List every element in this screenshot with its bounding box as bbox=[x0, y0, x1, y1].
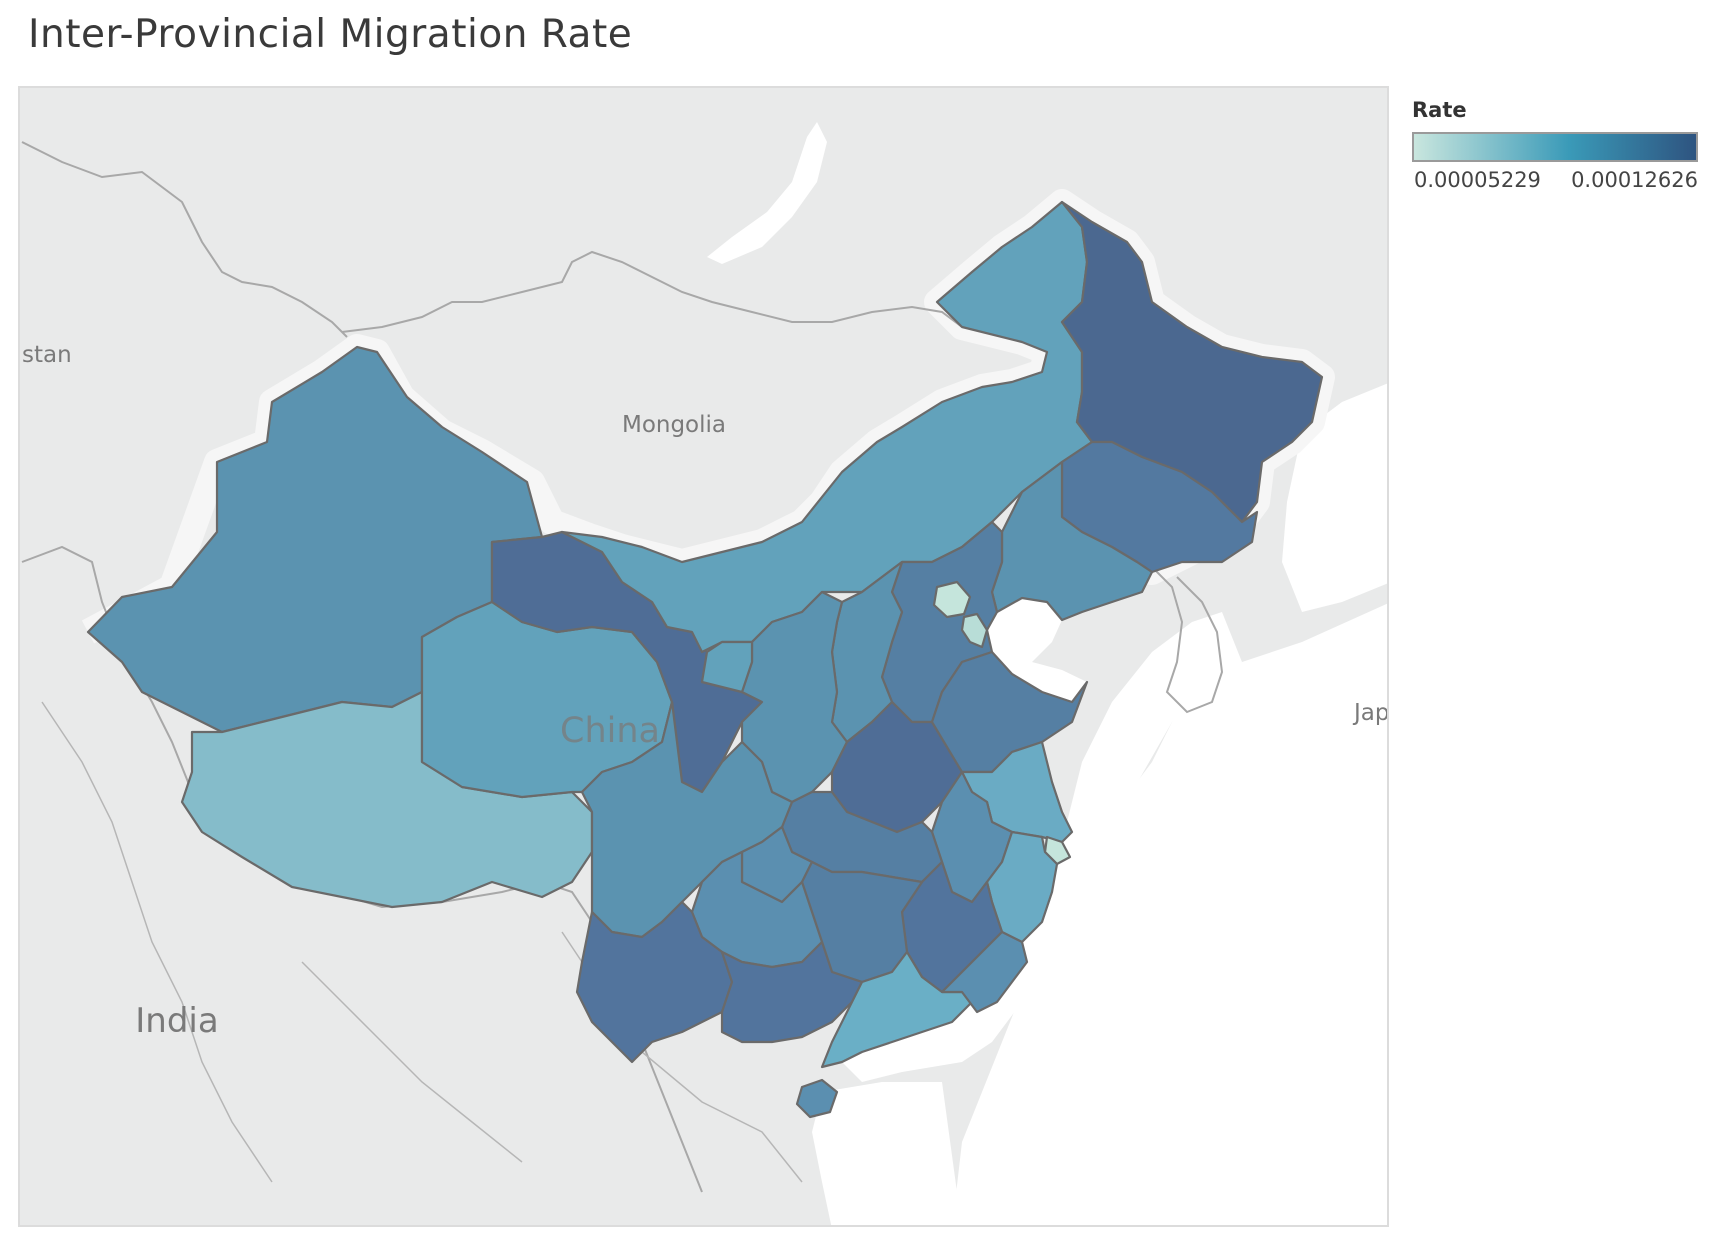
mongolia-border bbox=[341, 250, 963, 333]
color-legend: Rate 0.00005229 0.00012626 bbox=[1412, 98, 1712, 196]
legend-labels: 0.00005229 0.00012626 bbox=[1412, 166, 1712, 196]
chart-title: Inter-Provincial Migration Rate bbox=[28, 12, 633, 57]
sea-south-china bbox=[812, 1082, 962, 1225]
province-beijing[interactable]: Beijing bbox=[932, 580, 972, 619]
label-mongolia: Mongolia bbox=[622, 412, 726, 438]
map-view[interactable]: Xinjiang Tibet Qinghai Gansu Inner Mongo… bbox=[18, 86, 1389, 1227]
label-china: China bbox=[560, 711, 660, 751]
map-canvas[interactable]: Xinjiang Tibet Qinghai Gansu Inner Mongo… bbox=[20, 88, 1389, 1227]
province-ningxia[interactable]: Ningxia bbox=[700, 640, 754, 694]
sea-east bbox=[952, 603, 1387, 1225]
label-stan: stan bbox=[22, 342, 72, 368]
province-tianjin[interactable]: Tianjin bbox=[960, 612, 989, 649]
province-guangdong[interactable]: Guangdong bbox=[820, 950, 974, 1069]
legend-title: Rate bbox=[1412, 98, 1467, 122]
legend-min-label: 0.00005229 bbox=[1414, 168, 1541, 192]
russia-border bbox=[21, 141, 348, 338]
province-guangxi[interactable]: Guangxi bbox=[720, 940, 864, 1044]
province-hainan[interactable]: Hainan bbox=[795, 1078, 839, 1119]
province-heilongjiang[interactable]: Heilongjiang bbox=[1060, 200, 1324, 524]
label-india: India bbox=[135, 1001, 218, 1041]
label-japan: Jap bbox=[1352, 700, 1389, 726]
sea-china-east bbox=[842, 612, 1242, 1082]
legend-gradient-bar bbox=[1412, 132, 1698, 162]
lake-baikal bbox=[707, 122, 827, 264]
province-fujian[interactable]: Fujian bbox=[940, 930, 1029, 1014]
sea-bohai bbox=[987, 598, 1087, 702]
legend-max-label: 0.00012626 bbox=[1571, 168, 1698, 192]
korea-border bbox=[1146, 561, 1224, 714]
province-layer: Xinjiang Tibet Qinghai Gansu Inner Mongo… bbox=[86, 200, 1324, 1119]
